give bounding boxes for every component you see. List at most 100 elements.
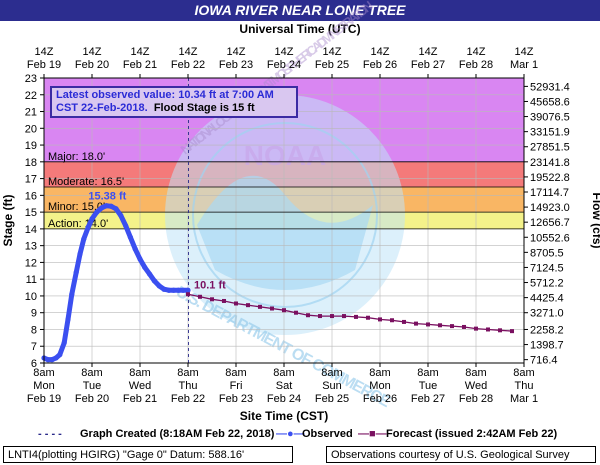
observed-point xyxy=(166,287,172,293)
bottom-tick-label: Feb 24 xyxy=(267,393,301,405)
forecast-point xyxy=(366,315,370,320)
observed-point xyxy=(94,209,100,215)
forecast-point xyxy=(402,319,406,324)
bottom-tick-label: 8am xyxy=(129,367,150,379)
bottom-tick-label: Feb 22 xyxy=(171,393,205,405)
legend-graph-created: Graph Created (8:18AM Feb 22, 2018) xyxy=(80,428,275,440)
forecast-point xyxy=(210,297,214,302)
bottom-tick-label: Feb 28 xyxy=(459,393,493,405)
legend-forecast-marker: —■— xyxy=(358,428,387,440)
observed-point xyxy=(147,271,153,277)
forecast-point xyxy=(414,321,418,326)
observed-point xyxy=(137,256,143,262)
bottom-tick-label: 8am xyxy=(33,367,54,379)
forecast-point xyxy=(234,301,238,306)
observed-point xyxy=(89,216,95,222)
legend-observed-marker: —●— xyxy=(276,428,305,440)
forecast-point xyxy=(246,303,250,308)
forecast-point xyxy=(198,294,202,299)
top-tick-label: 14Z xyxy=(371,46,390,58)
observed-point xyxy=(69,291,75,297)
annotation-0: 15.38 ft xyxy=(88,191,126,203)
bottom-tick-label: Feb 21 xyxy=(123,393,157,405)
threshold-label-minor: Minor: 15.0' xyxy=(48,201,105,213)
top-tick-date: Mar 1 xyxy=(510,59,538,71)
flow-tick-label: 12656.7 xyxy=(530,217,570,229)
latest-observed-box: Latest observed value: 10.34 ft at 7:00 … xyxy=(50,86,298,118)
bottom-tick-label: Wed xyxy=(129,380,151,392)
datum-footer: LNTI4(plotting HGIRG) "Gage 0" Datum: 58… xyxy=(3,446,293,463)
top-tick-label: 14Z xyxy=(131,46,150,58)
top-tick-date: Feb 21 xyxy=(123,59,157,71)
forecast-point xyxy=(462,324,466,329)
bottom-tick-label: 8am xyxy=(81,367,102,379)
top-tick-date: Feb 27 xyxy=(411,59,445,71)
top-tick-date: Feb 20 xyxy=(75,59,109,71)
bottom-tick-label: 8am xyxy=(513,367,534,379)
observed-point xyxy=(77,251,83,257)
latest-observed-date: CST 22-Feb-2018. xyxy=(56,102,148,114)
y-tick-label: 18 xyxy=(25,157,37,169)
usgs-credit: Observations courtesy of U.S. Geological… xyxy=(326,446,596,463)
bottom-tick-label: 8am xyxy=(273,367,294,379)
top-tick-date: Feb 26 xyxy=(363,59,397,71)
flow-tick-label: 23141.8 xyxy=(530,157,570,169)
forecast-point xyxy=(342,314,346,319)
observed-point xyxy=(118,212,124,219)
flow-tick-label: 716.4 xyxy=(530,355,558,367)
forecast-point xyxy=(294,310,298,315)
observed-point xyxy=(185,287,191,293)
y-tick-label: 13 xyxy=(25,241,37,253)
bottom-tick-label: Mon xyxy=(33,380,54,392)
flow-tick-label: 2258.2 xyxy=(530,324,564,336)
forecast-point xyxy=(186,292,190,297)
y-tick-label: 14 xyxy=(25,224,37,236)
top-tick-date: Feb 23 xyxy=(219,59,253,71)
observed-point xyxy=(73,269,79,276)
observed-point xyxy=(81,236,87,242)
bottom-tick-label: 8am xyxy=(417,367,438,379)
observed-point xyxy=(65,316,71,323)
top-tick-label: 14Z xyxy=(179,46,198,58)
top-tick-date: Feb 19 xyxy=(27,59,61,71)
observed-point xyxy=(132,246,138,252)
flow-tick-label: 14923.0 xyxy=(530,202,570,214)
observed-point xyxy=(175,287,181,293)
flow-tick-label: 5712.2 xyxy=(530,278,564,290)
observed-point xyxy=(142,264,148,271)
forecast-point xyxy=(390,318,394,323)
legend-forecast: Forecast (issued 2:42AM Feb 22) xyxy=(386,428,558,440)
forecast-point xyxy=(270,306,274,311)
flow-tick-label: 19522.8 xyxy=(530,172,570,184)
bottom-tick-label: Mon xyxy=(369,380,390,392)
flow-tick-label: 4425.4 xyxy=(530,293,564,305)
chart-title: IOWA RIVER NEAR LONE TREE xyxy=(0,0,600,21)
top-tick-label: 14Z xyxy=(275,46,294,58)
forecast-point xyxy=(498,328,502,333)
observed-point xyxy=(108,203,114,209)
observed-point xyxy=(99,205,105,211)
top-tick-label: 14Z xyxy=(467,46,486,58)
y-tick-label: 21 xyxy=(25,107,37,119)
forecast-point xyxy=(354,314,358,319)
noaa-watermark-bird xyxy=(197,175,373,290)
forecast-point xyxy=(438,323,442,328)
bottom-tick-label: Tue xyxy=(83,380,102,392)
flow-tick-label: 27851.5 xyxy=(530,142,570,154)
top-tick-date: Feb 22 xyxy=(171,59,205,71)
top-tick-label: 14Z xyxy=(35,46,54,58)
bottom-tick-label: Feb 20 xyxy=(75,393,109,405)
flow-tick-label: 45658.6 xyxy=(530,96,570,108)
bottom-tick-label: Feb 26 xyxy=(363,393,397,405)
observed-point xyxy=(57,352,63,358)
forecast-point xyxy=(222,298,226,303)
y-tick-label: 22 xyxy=(25,90,37,102)
observed-point xyxy=(171,287,177,293)
top-tick-date: Feb 25 xyxy=(315,59,349,71)
observed-point xyxy=(113,206,119,212)
flow-tick-label: 8705.5 xyxy=(530,247,564,259)
flow-tick-label: 1398.7 xyxy=(530,340,564,352)
forecast-point xyxy=(258,304,262,309)
utc-axis-title: Universal Time (UTC) xyxy=(239,22,361,36)
forecast-point xyxy=(486,327,490,332)
